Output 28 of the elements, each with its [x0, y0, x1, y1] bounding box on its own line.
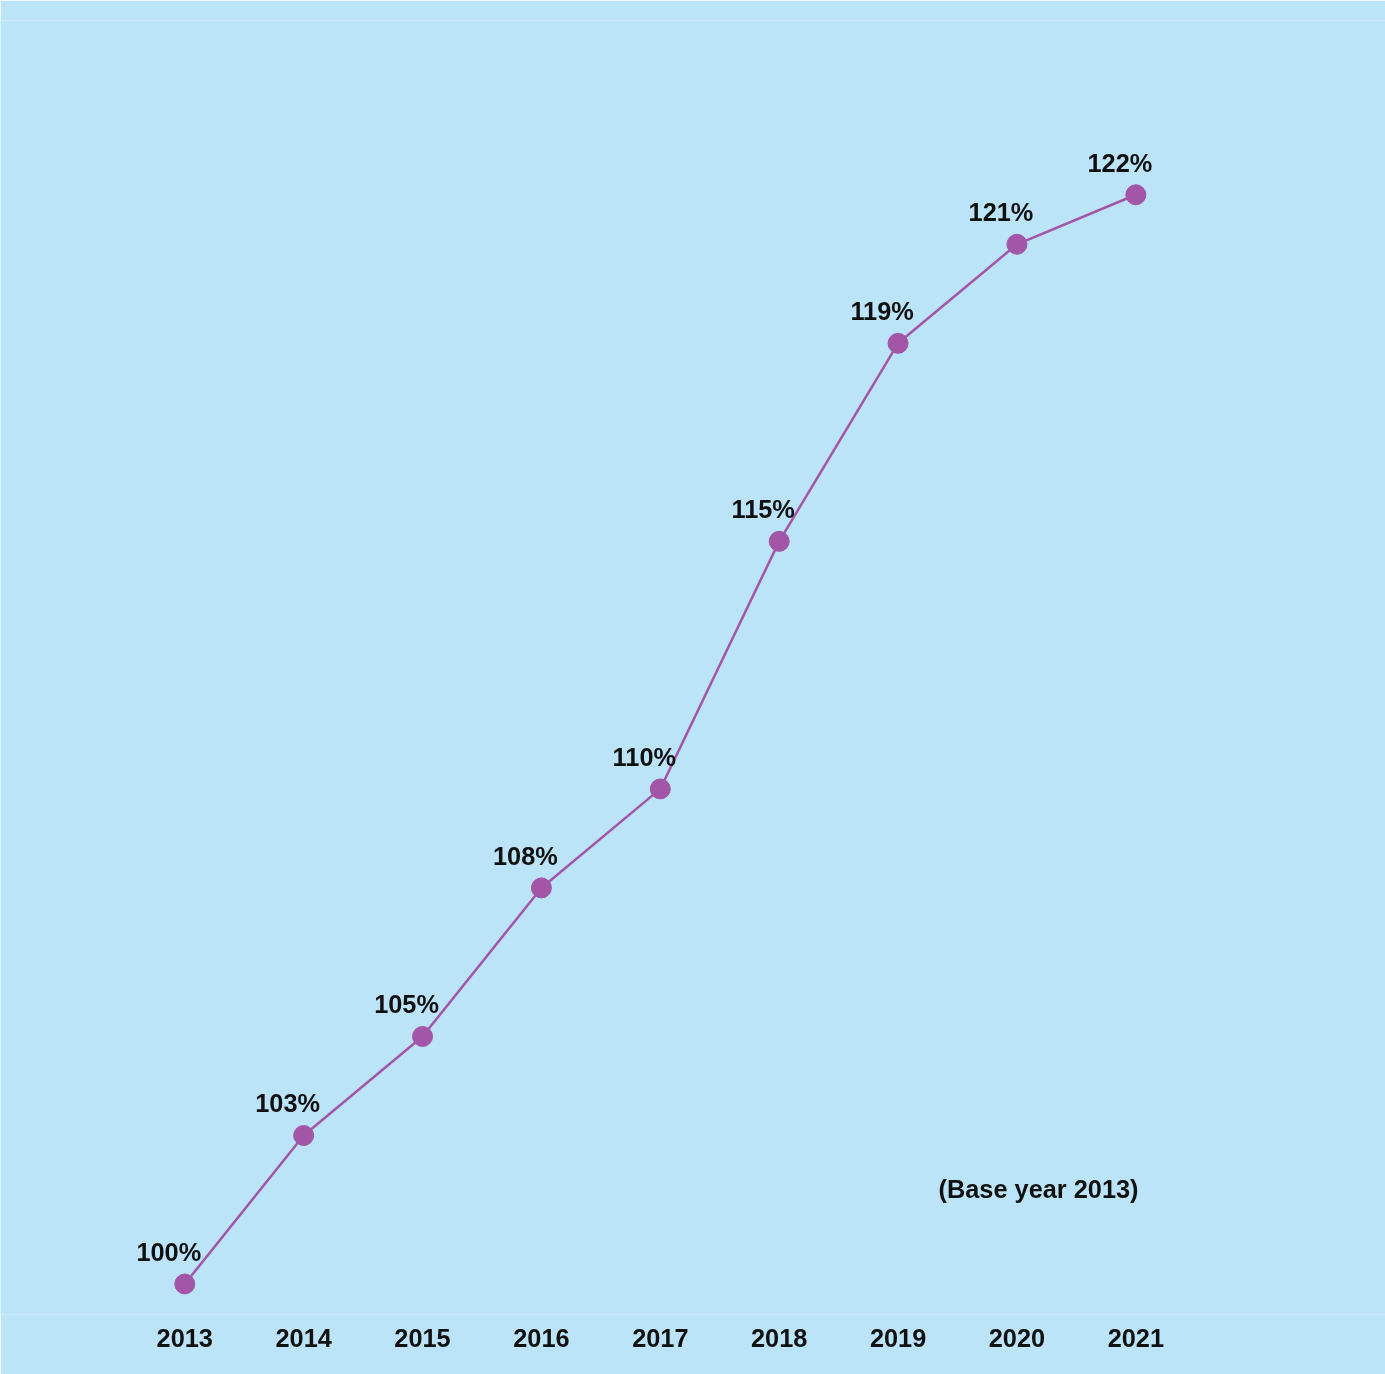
point [649, 778, 671, 800]
data-label: 115% [731, 495, 795, 524]
data-label: 105% [374, 990, 439, 1019]
x-tick-label: 2014 [275, 1323, 332, 1352]
point [1006, 233, 1028, 255]
point [412, 1025, 434, 1047]
data-label: 103% [255, 1089, 321, 1118]
point [768, 530, 790, 552]
x-tick-label: 2019 [869, 1323, 927, 1352]
data-label: 100% [136, 1238, 202, 1266]
data-label: 119% [850, 297, 914, 326]
point [887, 332, 909, 354]
annotation: (Base year 2013) [938, 1174, 1139, 1203]
data-label: 108% [493, 841, 558, 870]
x-tick-label: 2018 [751, 1323, 808, 1352]
data-label: 121% [968, 198, 1034, 227]
x-tick-label: 2020 [988, 1323, 1046, 1352]
data-label: 110% [612, 742, 677, 771]
x-tick-label: 2021 [1107, 1323, 1165, 1352]
point [530, 877, 552, 899]
x-tick-label: 2015 [394, 1323, 451, 1352]
x-tick-label: 2016 [513, 1323, 570, 1352]
data-label: 122% [1087, 148, 1153, 177]
point [1125, 184, 1147, 206]
x-tick-label: 2017 [632, 1323, 689, 1352]
x-tick-label: 2013 [156, 1323, 213, 1352]
point [293, 1124, 315, 1146]
point [174, 1273, 196, 1295]
